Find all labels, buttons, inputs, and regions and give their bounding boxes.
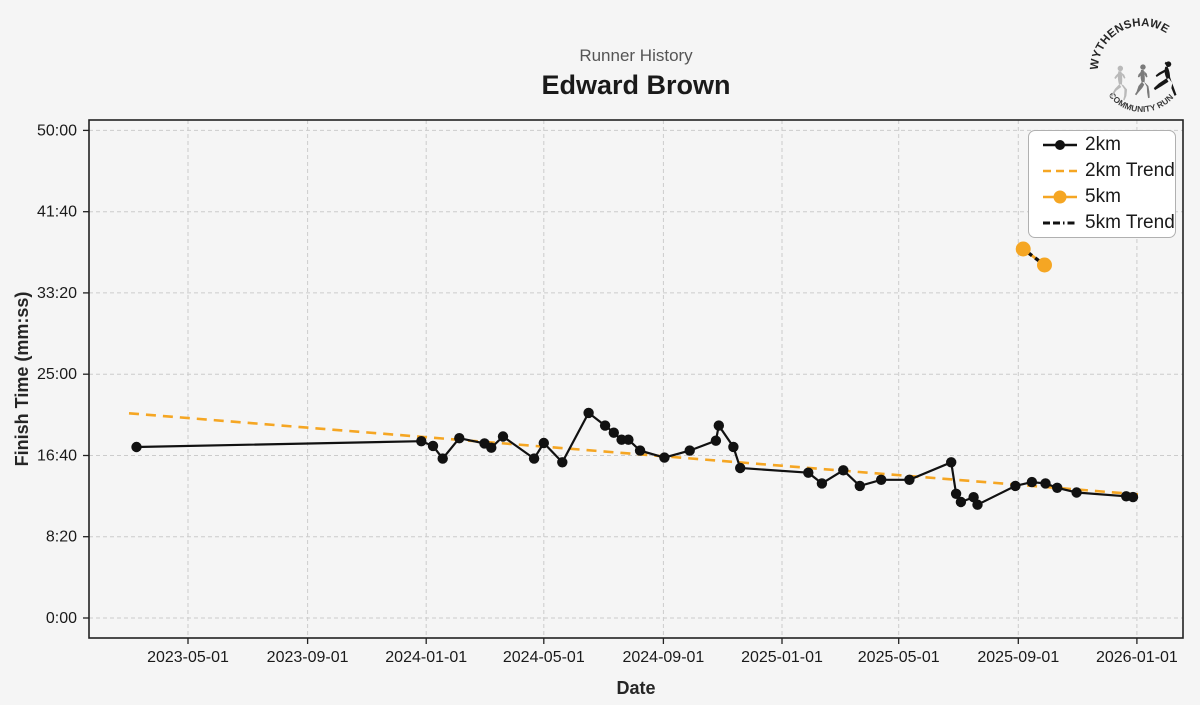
- svg-text:2024-01-01: 2024-01-01: [385, 649, 467, 666]
- svg-text:50:00: 50:00: [37, 122, 77, 139]
- svg-text:0:00: 0:00: [46, 610, 77, 627]
- svg-text:2023-05-01: 2023-05-01: [147, 649, 229, 666]
- svg-text:8:20: 8:20: [46, 529, 77, 546]
- svg-text:2025-05-01: 2025-05-01: [858, 649, 940, 666]
- svg-text:41:40: 41:40: [37, 204, 77, 221]
- svg-text:COMMUNITY RUN: COMMUNITY RUN: [1107, 90, 1175, 114]
- svg-text:16:40: 16:40: [37, 448, 77, 465]
- svg-text:2025-09-01: 2025-09-01: [977, 649, 1059, 666]
- svg-text:Date: Date: [616, 678, 655, 698]
- svg-text:2023-09-01: 2023-09-01: [267, 649, 349, 666]
- svg-text:2024-09-01: 2024-09-01: [622, 649, 704, 666]
- svg-text:2024-05-01: 2024-05-01: [503, 649, 585, 666]
- svg-text:2026-01-01: 2026-01-01: [1096, 649, 1178, 666]
- svg-text:33:20: 33:20: [37, 285, 77, 302]
- svg-text:2025-01-01: 2025-01-01: [741, 649, 823, 666]
- svg-text:WYTHENSHAWE: WYTHENSHAWE: [1089, 17, 1171, 71]
- svg-text:Finish Time (mm:ss): Finish Time (mm:ss): [12, 292, 32, 467]
- svg-text:25:00: 25:00: [37, 366, 77, 383]
